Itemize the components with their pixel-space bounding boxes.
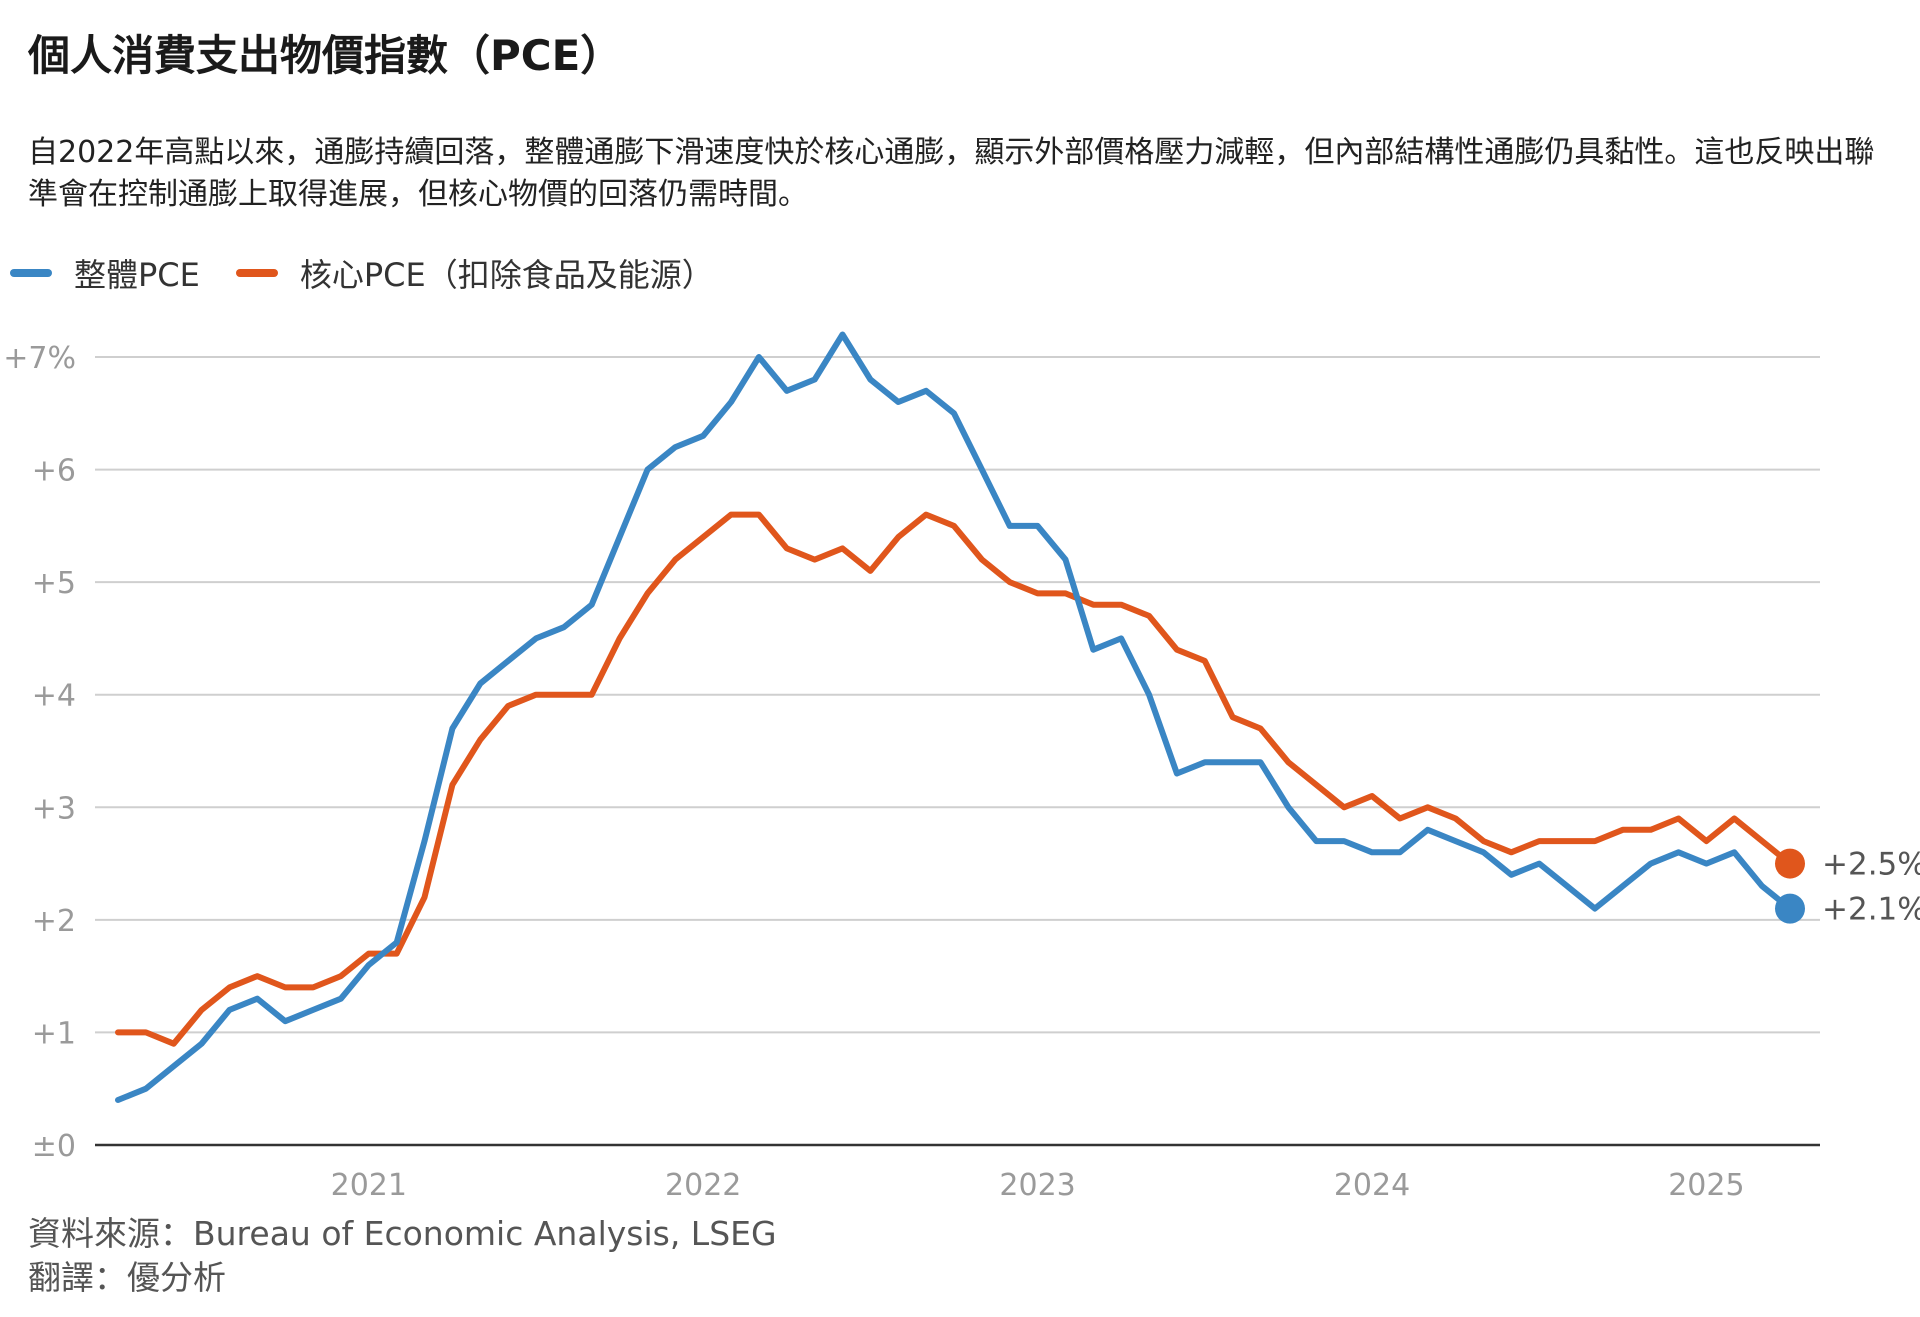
x-tick-label: 2025 bbox=[1668, 1168, 1744, 1203]
y-tick-label: +3 bbox=[32, 791, 76, 826]
legend: 整體PCE 核心PCE（扣除食品及能源） bbox=[10, 250, 750, 296]
source-line: 資料來源：Bureau of Economic Analysis, LSEG bbox=[28, 1214, 777, 1253]
y-tick-label: +5 bbox=[32, 566, 76, 601]
y-tick-label: +2 bbox=[32, 904, 76, 939]
x-axis-ticks: 2021 2022 2023 2024 2025 bbox=[331, 1168, 1745, 1203]
translation-credit: 翻譯：優分析 bbox=[28, 1258, 226, 1297]
end-label-core-pce: +2.5% bbox=[1822, 847, 1920, 883]
series-lines bbox=[115, 331, 1793, 1103]
chart-subtitle: 自2022年高點以來，通膨持續回落，整體通膨下滑速度快於核心通膨，顯示外部價格壓… bbox=[28, 135, 1875, 212]
endpoint-core-pce bbox=[1775, 848, 1805, 879]
source-note: 資料來源：Bureau of Economic Analysis, LSEG 翻… bbox=[28, 1212, 777, 1300]
y-tick-label: +4 bbox=[32, 679, 76, 714]
legend-label-core: 核心PCE（扣除食品及能源） bbox=[299, 256, 714, 294]
end-label-headline-pce: +2.1% bbox=[1822, 892, 1920, 928]
legend-swatch-core bbox=[235, 269, 278, 277]
endpoint-headline-pce bbox=[1775, 893, 1805, 924]
series-endpoints: +2.1% +2.5% bbox=[1775, 847, 1920, 928]
legend-label-headline: 整體PCE bbox=[74, 256, 200, 294]
chart-title: 個人消費支出物價指數（PCE） bbox=[28, 31, 623, 80]
y-tick-label: +1 bbox=[32, 1016, 76, 1051]
x-tick-label: 2021 bbox=[331, 1168, 407, 1203]
y-tick-label: +6 bbox=[32, 454, 76, 489]
x-tick-label: 2024 bbox=[1334, 1168, 1410, 1203]
x-tick-label: 2022 bbox=[665, 1168, 741, 1203]
y-tick-label: ±0 bbox=[32, 1129, 76, 1164]
series-line-core-pce bbox=[115, 511, 1793, 1047]
y-tick-label: +7% bbox=[3, 341, 76, 376]
legend-item-core-pce: 核心PCE（扣除食品及能源） bbox=[235, 250, 714, 296]
legend-item-headline-pce: 整體PCE bbox=[10, 250, 200, 296]
x-tick-label: 2023 bbox=[999, 1168, 1075, 1203]
legend-swatch-headline bbox=[10, 269, 52, 277]
series-line-headline-pce bbox=[115, 331, 1793, 1103]
y-axis-ticks: ±0 +1 +2 +3 +4 +5 +6 +7% bbox=[3, 341, 76, 1164]
gridlines bbox=[95, 356, 1820, 1147]
